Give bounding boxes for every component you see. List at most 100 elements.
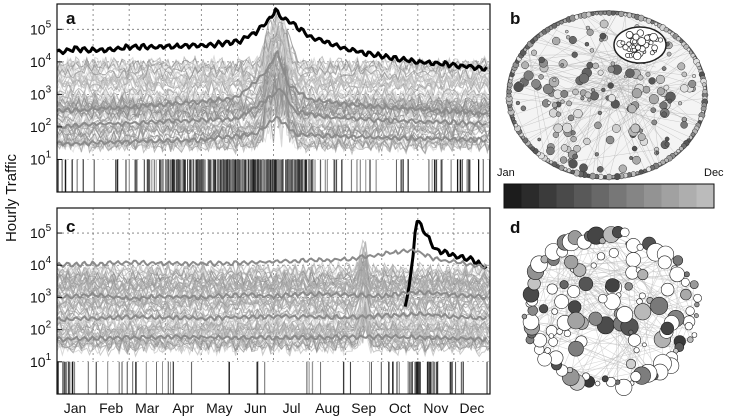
network-d-node	[605, 278, 620, 293]
panel-a-y-ticks: 101 102 103 104 105	[30, 19, 62, 167]
network-b-edge	[649, 98, 700, 123]
network-b-node	[630, 123, 641, 134]
network-b-node	[618, 164, 627, 173]
network-d-edge	[574, 284, 695, 308]
network-b-node	[650, 20, 655, 25]
network-b-cluster-node	[635, 44, 642, 51]
network-b-node	[661, 111, 668, 118]
network-d-node	[521, 313, 528, 320]
network-d-edge	[564, 269, 574, 323]
x-tick-label: Dec	[460, 400, 485, 416]
network-d-node	[642, 342, 647, 348]
network-b-node	[555, 111, 562, 117]
background-series-line	[56, 37, 491, 98]
network-d-edge	[551, 330, 636, 377]
network-b-node	[618, 10, 625, 17]
network-d-node	[691, 332, 698, 338]
network-b-node	[681, 116, 687, 122]
network-b-node	[678, 146, 684, 151]
network-b-node	[607, 94, 616, 103]
network-d-node	[625, 252, 641, 268]
network-b-node	[523, 70, 534, 81]
network-b-node	[655, 74, 665, 84]
network-b-cluster-node	[620, 40, 626, 46]
network-b-edge	[584, 84, 625, 175]
network-b-node	[664, 136, 670, 142]
network-b-node	[570, 130, 576, 136]
network-d-edge	[576, 295, 619, 383]
network-d-node	[567, 285, 581, 298]
network-b-node	[573, 108, 583, 119]
network-b-node	[560, 63, 565, 67]
network-d-edge	[529, 303, 632, 365]
network-b-node	[655, 150, 660, 155]
colorbar-cell	[521, 184, 540, 208]
y-tick-label: 101	[30, 352, 52, 370]
background-series-line	[56, 281, 491, 315]
background-series-line	[56, 325, 491, 354]
background-series-line	[56, 18, 491, 82]
network-b-cluster-node	[625, 52, 631, 58]
network-b-edge	[527, 62, 638, 144]
highlight-series-line	[56, 289, 488, 302]
panel-c-letter: c	[66, 217, 75, 236]
network-d-node	[601, 375, 609, 383]
network-b-node	[573, 144, 581, 153]
network-b-node	[579, 163, 588, 173]
network-b-node	[597, 69, 604, 76]
network-b-cluster-node	[622, 44, 629, 51]
background-series-line	[56, 303, 491, 342]
highlight-series-line	[56, 50, 488, 117]
colorbar-cell	[539, 184, 557, 208]
network-b-node	[552, 78, 557, 83]
x-tick-label: Jun	[244, 400, 267, 416]
network-d-node	[590, 262, 597, 269]
highlight-series-line	[56, 88, 487, 129]
network-b-node	[651, 119, 658, 126]
network-d-node	[694, 313, 699, 319]
network-b-node	[688, 50, 693, 55]
network-b-edge	[625, 94, 665, 115]
network-b-edge	[511, 80, 617, 116]
network-b-node	[567, 114, 575, 122]
network-b-edge	[596, 105, 664, 177]
network-b-node	[551, 102, 558, 108]
network-b-node	[560, 144, 569, 152]
background-series-line	[56, 251, 491, 289]
network-b-node	[586, 28, 594, 36]
network-b-node	[605, 173, 613, 181]
x-tick-label: Nov	[423, 400, 448, 416]
network-d-node	[568, 340, 584, 357]
y-tick-label: 104	[30, 52, 52, 70]
network-d-node	[563, 329, 572, 338]
network-b-cluster-node	[637, 37, 647, 46]
network-d-edge	[530, 274, 613, 286]
network-b-cluster-node	[636, 29, 644, 37]
network-b-edge	[568, 37, 643, 95]
network-d-node	[633, 347, 640, 354]
network-b-node	[688, 79, 697, 88]
network-b-node	[690, 132, 696, 137]
network-b-node	[542, 83, 554, 95]
network-b-node	[589, 172, 597, 180]
network-b-node	[610, 10, 616, 16]
network-d-node	[693, 293, 702, 303]
background-series-line	[56, 269, 490, 304]
network-b-node	[686, 47, 691, 52]
y-tick-label: 103	[30, 287, 52, 305]
network-b-node	[533, 36, 539, 42]
network-b-edge	[508, 94, 531, 147]
network-d-node	[628, 329, 634, 335]
network-b-cluster-node	[631, 44, 636, 50]
network-b-node	[547, 100, 551, 105]
network-b-edge	[580, 76, 627, 175]
network-d-node	[548, 337, 558, 347]
panel-a-frame	[56, 3, 491, 193]
network-b-edge	[527, 46, 551, 151]
colorbar-cell	[609, 184, 627, 208]
network-d-node	[559, 280, 569, 290]
network-d-node	[627, 333, 641, 347]
network-b-node	[667, 29, 672, 34]
network-b-node	[625, 68, 635, 78]
colorbar-end-label: Dec	[704, 167, 724, 179]
